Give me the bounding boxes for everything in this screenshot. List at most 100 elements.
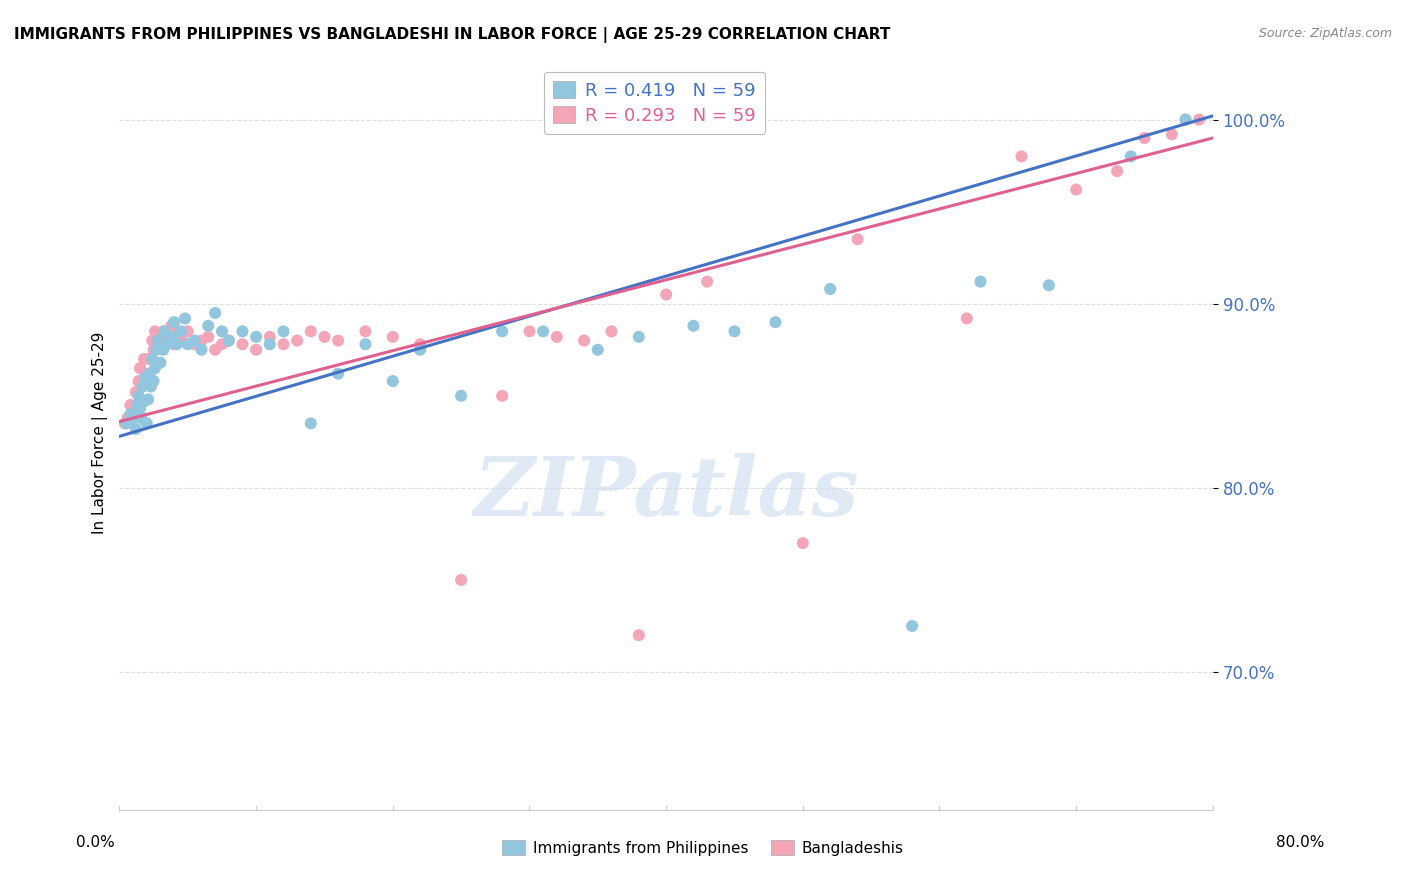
Point xyxy=(259,330,281,344)
Point xyxy=(122,410,145,425)
Point xyxy=(1133,131,1156,145)
Point xyxy=(450,573,472,587)
Point xyxy=(519,324,541,338)
Point xyxy=(145,343,167,357)
Point xyxy=(156,330,179,344)
Point xyxy=(354,337,377,351)
Point xyxy=(409,343,432,357)
Point xyxy=(326,367,349,381)
Point xyxy=(190,334,212,348)
Point xyxy=(146,334,169,348)
Point xyxy=(218,334,240,348)
Point xyxy=(135,417,157,431)
Point xyxy=(132,351,155,366)
Text: 0.0%: 0.0% xyxy=(76,836,115,850)
Point xyxy=(122,407,145,421)
Text: Source: ZipAtlas.com: Source: ZipAtlas.com xyxy=(1258,27,1392,40)
Point xyxy=(299,417,322,431)
Point xyxy=(170,330,193,344)
Point xyxy=(1174,112,1197,127)
Text: 80.0%: 80.0% xyxy=(1277,836,1324,850)
Point xyxy=(969,275,991,289)
Point xyxy=(901,619,924,633)
Point xyxy=(211,337,233,351)
Point xyxy=(127,398,149,412)
Point xyxy=(190,343,212,357)
Point xyxy=(245,343,267,357)
Point xyxy=(153,324,176,338)
Point xyxy=(696,275,718,289)
Point xyxy=(326,334,349,348)
Point xyxy=(174,311,197,326)
Point xyxy=(259,337,281,351)
Point xyxy=(146,330,169,344)
Point xyxy=(627,628,650,642)
Point xyxy=(141,334,163,348)
Point xyxy=(381,374,404,388)
Point xyxy=(792,536,814,550)
Point xyxy=(139,379,162,393)
Point xyxy=(129,361,152,376)
Point xyxy=(531,324,554,338)
Point xyxy=(299,324,322,338)
Point xyxy=(166,324,188,338)
Point xyxy=(231,324,253,338)
Point xyxy=(125,422,148,436)
Point xyxy=(655,287,678,301)
Point xyxy=(1188,112,1211,127)
Point xyxy=(818,282,841,296)
Legend: Immigrants from Philippines, Bangladeshis: Immigrants from Philippines, Bangladeshi… xyxy=(496,834,910,862)
Point xyxy=(1011,149,1033,163)
Point xyxy=(149,337,172,351)
Point xyxy=(132,394,155,409)
Point xyxy=(1038,278,1060,293)
Point xyxy=(129,401,152,416)
Point xyxy=(163,315,186,329)
Point xyxy=(114,417,136,431)
Point xyxy=(152,324,174,338)
Point xyxy=(1107,164,1129,178)
Point xyxy=(115,417,138,431)
Point xyxy=(197,318,219,333)
Point xyxy=(183,337,205,351)
Text: IMMIGRANTS FROM PHILIPPINES VS BANGLADESHI IN LABOR FORCE | AGE 25-29 CORRELATIO: IMMIGRANTS FROM PHILIPPINES VS BANGLADES… xyxy=(14,27,890,43)
Point xyxy=(160,318,183,333)
Point xyxy=(765,315,787,329)
Point xyxy=(134,370,156,384)
Point xyxy=(197,330,219,344)
Point xyxy=(120,407,142,421)
Point xyxy=(183,334,205,348)
Point xyxy=(1160,128,1182,142)
Point xyxy=(170,324,193,338)
Point xyxy=(231,337,253,351)
Point xyxy=(156,337,179,351)
Point xyxy=(131,374,153,388)
Text: ZIPatlas: ZIPatlas xyxy=(474,453,859,533)
Point xyxy=(273,324,295,338)
Point xyxy=(128,374,150,388)
Point xyxy=(211,324,233,338)
Point xyxy=(125,385,148,400)
Point xyxy=(491,324,513,338)
Point xyxy=(1119,149,1142,163)
Point xyxy=(600,324,623,338)
Point xyxy=(142,343,165,357)
Point xyxy=(138,351,160,366)
Point xyxy=(381,330,404,344)
Point xyxy=(627,330,650,344)
Point xyxy=(131,410,153,425)
Legend: R = 0.419   N = 59, R = 0.293   N = 59: R = 0.419 N = 59, R = 0.293 N = 59 xyxy=(544,71,765,134)
Point xyxy=(546,330,568,344)
Point xyxy=(120,398,142,412)
Point xyxy=(723,324,745,338)
Point xyxy=(152,343,174,357)
Point xyxy=(1064,183,1087,197)
Point xyxy=(285,334,308,348)
Point xyxy=(682,318,704,333)
Point xyxy=(143,324,166,338)
Point xyxy=(273,337,295,351)
Point xyxy=(586,343,609,357)
Point xyxy=(149,356,172,370)
Point xyxy=(314,330,336,344)
Point xyxy=(204,306,226,320)
